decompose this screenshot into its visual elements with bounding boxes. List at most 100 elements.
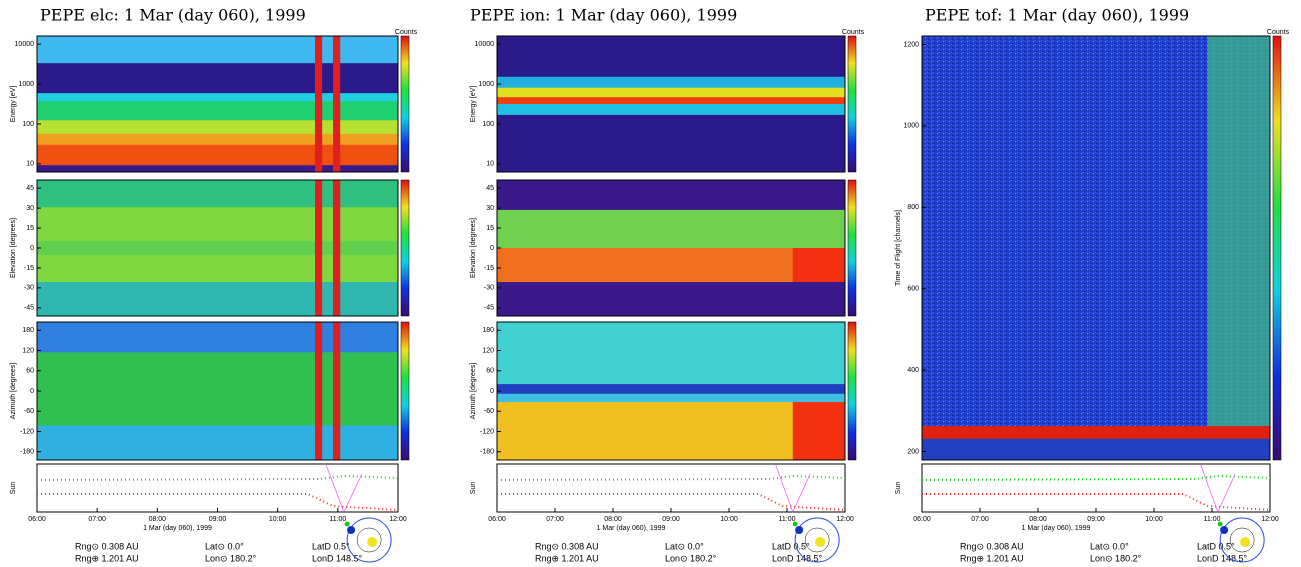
ephemeris-text: Rng⊕ 1.201 AU <box>75 553 139 563</box>
colorbar <box>400 35 410 173</box>
x-axis-label: 1 Mar (day 060), 1999 <box>597 525 666 532</box>
y-axis-label: Elevation [degrees] <box>10 218 17 278</box>
earth <box>792 521 798 527</box>
x-tick-label: 07:00 <box>971 516 989 523</box>
x-tick-label: 07:00 <box>88 516 106 523</box>
colorbar <box>1272 35 1282 461</box>
colorbar <box>847 179 857 317</box>
y-tick-label: -120 <box>20 428 34 435</box>
spectrogram-band <box>37 207 398 242</box>
panel-title: PEPE tof: 1 Mar (day 060), 1999 <box>925 6 1189 25</box>
y-tick-label: 0 <box>490 245 494 252</box>
spectrogram-band <box>37 93 398 102</box>
y-tick-label: 120 <box>22 347 34 354</box>
y-tick-label: 0 <box>30 388 34 395</box>
event-stripe <box>333 36 341 172</box>
y-tick-label: -180 <box>480 449 494 456</box>
spectrogram-band <box>37 144 398 166</box>
spectrogram-band <box>497 36 845 78</box>
spectrogram-band <box>37 63 398 94</box>
sun-magenta-line <box>775 463 811 513</box>
ephemeris-text: Rng⊕ 1.201 AU <box>960 553 1024 563</box>
spectrogram-band <box>37 254 398 283</box>
y-tick-label: 15 <box>486 225 494 232</box>
spectrogram-band <box>497 384 845 395</box>
orbit <box>346 517 392 563</box>
y-tick-label: -45 <box>24 305 34 312</box>
ephemeris-text: Rng⊙ 0.308 AU <box>960 541 1024 551</box>
ephemeris-text: Rng⊙ 0.308 AU <box>535 541 599 551</box>
y-tick-label: 400 <box>907 367 919 374</box>
x-axis-label: 1 Mar (day 060), 1999 <box>143 525 212 532</box>
spectrogram-band <box>37 36 398 64</box>
x-tick-label: 11:00 <box>329 516 346 523</box>
ephemeris-text: LatD 0.5° <box>1197 541 1235 551</box>
ephemeris-text: LonD 148.5° <box>312 553 363 563</box>
x-tick-label: 11:00 <box>779 516 796 523</box>
x-tick-label: 07:00 <box>546 516 564 523</box>
x-tick-label: 06:00 <box>28 516 46 523</box>
ephemeris-text: LatD 0.5° <box>312 541 350 551</box>
y-tick-label: -45 <box>484 305 494 312</box>
y-tick-label: 600 <box>907 286 919 293</box>
orbit-inner <box>804 527 830 553</box>
spectrogram-band <box>922 438 1270 461</box>
spectrogram-band <box>497 393 845 403</box>
spectrogram-band <box>37 133 398 146</box>
earth <box>344 521 350 527</box>
y-axis-label: Time of Flight [channels] <box>895 210 902 286</box>
sun-green-line <box>36 474 399 481</box>
spectrogram-band <box>37 322 398 353</box>
x-tick-label: 10:00 <box>269 516 287 523</box>
spectrogram-band <box>497 104 845 116</box>
ephemeris-text: Rng⊕ 1.201 AU <box>535 553 599 563</box>
sun-frame <box>921 463 1271 513</box>
ephemeris-text: LonD 148.5° <box>1197 553 1248 563</box>
plot-frame <box>36 35 399 173</box>
sun-magenta-line <box>325 463 363 513</box>
event-stripe <box>314 322 323 460</box>
y-tick-label: -30 <box>484 285 494 292</box>
sun <box>367 537 378 547</box>
orbit-inner <box>356 527 382 553</box>
spectrogram-band <box>922 426 1270 440</box>
spectrogram-band <box>37 425 398 461</box>
colorbar-label: Counts <box>1267 29 1290 36</box>
event-stripe <box>333 322 341 460</box>
y-tick-label: 1000 <box>903 123 919 130</box>
sun-frame <box>496 463 846 513</box>
y-tick-label: -120 <box>480 428 494 435</box>
spectrogram-band <box>497 209 845 249</box>
x-tick-label: 06:00 <box>488 516 506 523</box>
y-tick-label: 10000 <box>475 41 495 48</box>
x-tick-label: 08:00 <box>149 516 167 523</box>
orbit-inner <box>1229 527 1255 553</box>
event-stripe <box>314 180 323 316</box>
y-tick-label: 15 <box>26 225 34 232</box>
y-tick-label: 180 <box>22 327 34 334</box>
event-stripe <box>333 180 341 316</box>
x-tick-label: 12:00 <box>836 516 854 523</box>
sun-ylabel: Sun <box>895 482 902 495</box>
ephemeris-text: LatD 0.5° <box>772 541 810 551</box>
spectrogram-band <box>37 352 398 426</box>
colorbar <box>847 321 857 461</box>
y-tick-label: 1200 <box>903 41 919 48</box>
x-tick-label: 09:00 <box>1087 516 1105 523</box>
spectrogram-band <box>37 165 398 173</box>
spectrogram-band <box>497 76 845 89</box>
y-tick-label: 10 <box>486 161 494 168</box>
event-block <box>792 402 845 460</box>
y-tick-label: -15 <box>24 265 34 272</box>
y-tick-label: 0 <box>490 388 494 395</box>
y-tick-label: -15 <box>484 265 494 272</box>
y-tick-label: 30 <box>486 205 494 212</box>
colorbar <box>400 321 410 461</box>
x-tick-label: 06:00 <box>913 516 931 523</box>
x-tick-label: 08:00 <box>604 516 622 523</box>
y-tick-label: -60 <box>484 408 494 415</box>
event-stripe <box>314 36 323 172</box>
colorbar-label: Counts <box>842 29 865 36</box>
orbit <box>1219 517 1265 563</box>
